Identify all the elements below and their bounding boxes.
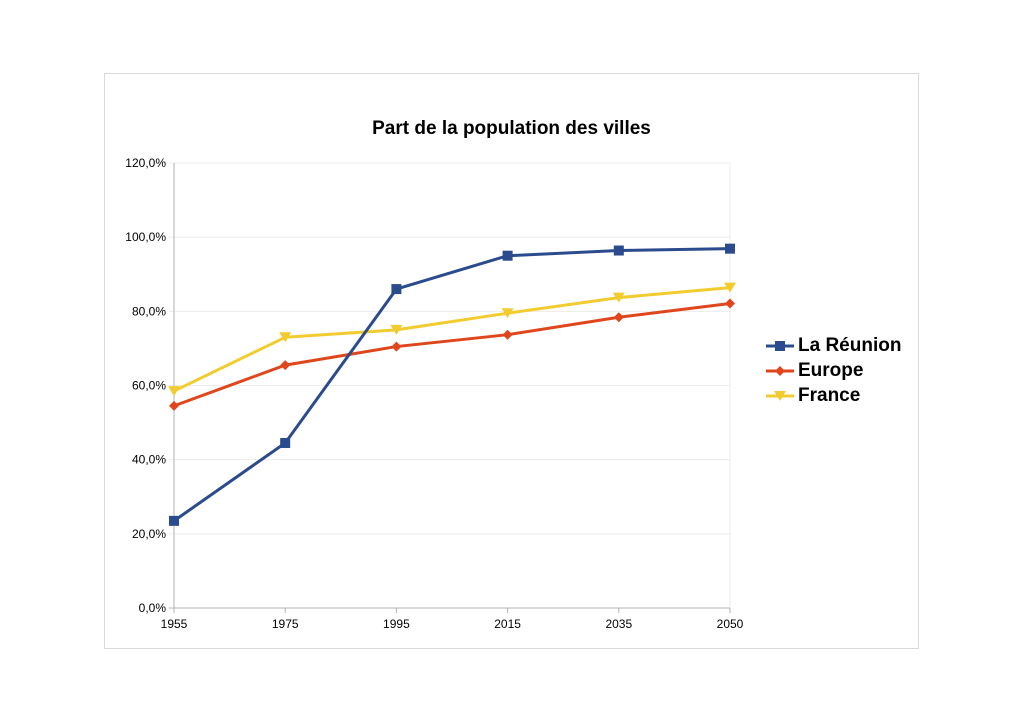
legend-item: France [766, 383, 901, 408]
legend-label: France [798, 384, 861, 406]
data-point-france [279, 332, 292, 343]
x-tick-label: 1955 [161, 617, 188, 631]
data-point-france [612, 292, 625, 303]
data-point-la-r-union [613, 245, 624, 256]
series-line-france [173, 286, 731, 393]
legend-swatch [766, 390, 794, 401]
y-tick-label: 0,0% [139, 601, 167, 615]
x-tick-label: 1995 [383, 617, 410, 631]
legend-label: La Réunion [798, 334, 902, 356]
legend-item: Europe [766, 358, 901, 383]
data-point-france [501, 308, 514, 319]
x-tick-label: 2035 [605, 617, 632, 631]
x-tick-label: 2015 [494, 617, 521, 631]
chart-legend: La Réunion Europe France [766, 333, 901, 408]
data-point-europe [613, 312, 624, 323]
chart-title: Part de la population des villes [372, 118, 651, 139]
y-tick-label: 20,0% [132, 527, 166, 541]
data-point-france [168, 386, 180, 397]
data-point-la-r-union [502, 250, 513, 261]
data-point-europe [391, 341, 402, 352]
y-tick-label: 100,0% [125, 230, 166, 244]
y-tick-label: 80,0% [132, 304, 166, 318]
chart-frame [104, 73, 919, 649]
legend-swatch [766, 365, 794, 376]
data-point-europe [169, 400, 179, 411]
legend-item: La Réunion [766, 333, 901, 358]
y-tick-label: 60,0% [132, 379, 166, 393]
data-point-europe [502, 329, 513, 340]
x-tick-label: 1975 [272, 617, 299, 631]
series-line-europe [173, 302, 731, 408]
data-point-france [724, 282, 736, 293]
data-point-france [390, 324, 403, 335]
y-tick-label: 40,0% [132, 453, 166, 467]
series-line-la-r-union [173, 247, 731, 523]
data-point-la-r-union [169, 515, 179, 526]
data-point-europe [280, 360, 291, 371]
data-point-la-r-union [725, 243, 735, 254]
data-point-la-r-union [280, 437, 291, 448]
data-point-la-r-union [391, 284, 402, 295]
y-tick-label: 120,0% [125, 156, 166, 170]
legend-label: Europe [798, 359, 864, 381]
data-point-europe [725, 298, 735, 309]
x-tick-label: 2050 [717, 617, 744, 631]
legend-swatch [766, 340, 794, 351]
